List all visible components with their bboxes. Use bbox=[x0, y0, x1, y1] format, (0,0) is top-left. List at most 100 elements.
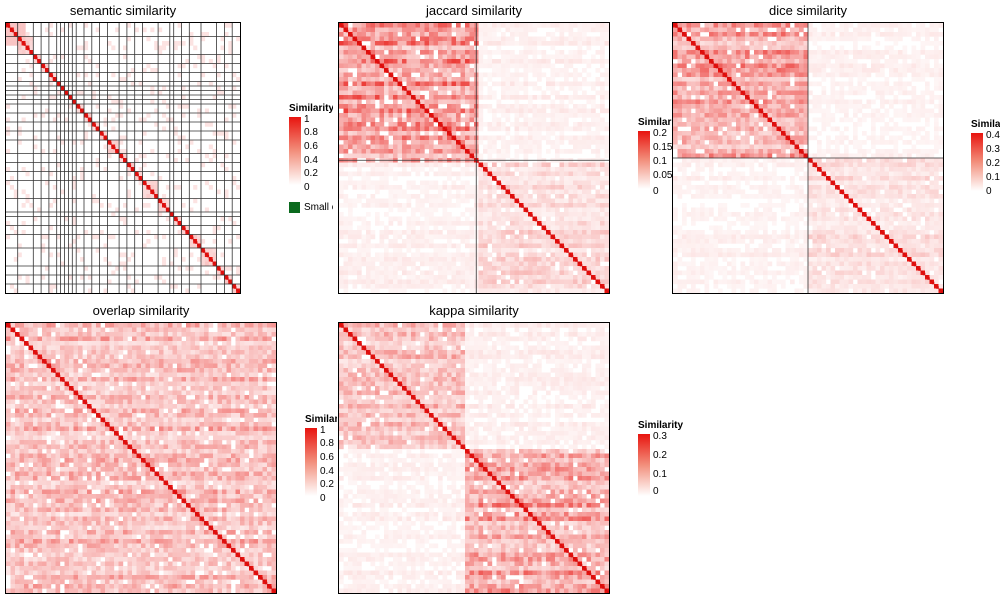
heatmap-cell bbox=[411, 243, 416, 249]
heatmap-cell bbox=[397, 50, 403, 55]
heatmap-cell bbox=[487, 122, 493, 127]
heatmap-cell bbox=[772, 86, 777, 91]
heatmap-cell bbox=[379, 261, 385, 267]
heatmap-cell bbox=[402, 23, 407, 28]
heatmap-cell bbox=[745, 50, 750, 55]
heatmap-cell bbox=[162, 86, 167, 91]
heatmap-cell bbox=[388, 207, 394, 213]
heatmap-diagonal-cell bbox=[43, 65, 46, 69]
heatmap-cell bbox=[224, 194, 229, 199]
heatmap-cell bbox=[848, 50, 854, 55]
heatmap-cell bbox=[433, 32, 439, 37]
heatmap-cell bbox=[600, 162, 605, 168]
heatmap-cell bbox=[25, 59, 30, 64]
heatmap-cell bbox=[478, 108, 484, 114]
heatmap-cell bbox=[384, 81, 389, 87]
heatmap-cell bbox=[465, 113, 470, 118]
heatmap-cell bbox=[220, 45, 225, 51]
heatmap-cell bbox=[505, 27, 511, 33]
heatmap-cell bbox=[339, 54, 344, 60]
heatmap-cell bbox=[758, 81, 764, 87]
heatmap-cell bbox=[84, 266, 89, 271]
heatmap-cell bbox=[375, 257, 380, 262]
heatmap-cell bbox=[469, 171, 475, 177]
heatmap-cell bbox=[528, 27, 533, 33]
heatmap-cell bbox=[483, 135, 488, 141]
heatmap-cell bbox=[528, 122, 533, 127]
heatmap-cell bbox=[591, 59, 596, 64]
heatmap-cell bbox=[718, 90, 723, 96]
legend-small-clusters-swatch bbox=[289, 202, 300, 213]
heatmap-cell bbox=[871, 86, 876, 91]
heatmap-cell bbox=[173, 252, 178, 258]
heatmap-cell bbox=[478, 234, 484, 240]
heatmap-cell bbox=[586, 216, 592, 222]
heatmap-cell bbox=[704, 27, 710, 33]
heatmap-cell bbox=[433, 257, 439, 262]
heatmap-cell bbox=[754, 27, 759, 33]
heatmap-cell bbox=[577, 54, 583, 60]
heatmap-cell bbox=[146, 239, 151, 244]
heatmap-cell bbox=[505, 167, 511, 172]
heatmap-cell bbox=[370, 126, 376, 132]
heatmap-cell bbox=[438, 90, 443, 96]
heatmap-cell bbox=[492, 32, 497, 37]
heatmap-cell bbox=[177, 185, 182, 190]
heatmap-cell bbox=[555, 90, 560, 96]
heatmap-cell bbox=[379, 275, 385, 280]
heatmap-cell bbox=[564, 104, 569, 109]
heatmap-cell bbox=[465, 54, 470, 60]
heatmap-cell bbox=[682, 104, 687, 109]
heatmap-cell bbox=[21, 68, 26, 73]
heatmap-cell bbox=[501, 162, 506, 168]
heatmap-cell bbox=[469, 279, 475, 285]
heatmap-cell bbox=[839, 63, 845, 69]
heatmap-cell bbox=[357, 104, 362, 109]
heatmap-diagonal-cell bbox=[404, 88, 407, 91]
heatmap-cell bbox=[826, 63, 831, 69]
heatmap-diagonal-cell bbox=[175, 218, 178, 222]
heatmap-cell bbox=[420, 95, 425, 100]
heatmap-cell bbox=[379, 230, 385, 235]
heatmap-cell bbox=[785, 99, 791, 105]
heatmap-cell bbox=[550, 41, 556, 46]
heatmap-cell bbox=[695, 54, 701, 60]
heatmap-cell bbox=[492, 27, 497, 33]
heatmap-cell bbox=[704, 104, 710, 109]
heatmap-cell bbox=[370, 50, 376, 55]
heatmap-cell bbox=[208, 122, 213, 127]
heatmap-cell bbox=[460, 99, 466, 105]
heatmap-cell bbox=[52, 95, 57, 100]
heatmap-diagonal-cell bbox=[21, 41, 24, 44]
heatmap-cell bbox=[889, 54, 894, 60]
heatmap-cell bbox=[718, 27, 723, 33]
heatmap-cell bbox=[600, 122, 605, 127]
heatmap-cell bbox=[541, 135, 547, 141]
heatmap-cell bbox=[573, 248, 578, 253]
heatmap-cell bbox=[220, 252, 225, 258]
heatmap-cell bbox=[21, 117, 26, 123]
heatmap-cell bbox=[456, 36, 461, 42]
heatmap-cell bbox=[402, 126, 407, 132]
heatmap-cell bbox=[68, 275, 73, 280]
heatmap-cell bbox=[591, 104, 596, 109]
heatmap-cell bbox=[555, 203, 560, 208]
heatmap-cell bbox=[682, 95, 687, 100]
heatmap-cell bbox=[56, 90, 61, 96]
heatmap-cell bbox=[361, 216, 367, 222]
heatmap-cell bbox=[348, 171, 353, 177]
heatmap-cell bbox=[162, 261, 167, 267]
heatmap-cell bbox=[523, 171, 529, 177]
heatmap-cell bbox=[582, 50, 587, 55]
heatmap-cell bbox=[201, 261, 206, 267]
heatmap-cell bbox=[406, 162, 412, 168]
heatmap-cell bbox=[433, 135, 439, 141]
heatmap-cell bbox=[749, 95, 755, 100]
heatmap-cell bbox=[704, 77, 710, 82]
heatmap-cell bbox=[366, 81, 371, 87]
heatmap-cell-layer bbox=[673, 23, 943, 293]
heatmap-cell bbox=[839, 32, 845, 37]
heatmap-cell bbox=[682, 81, 687, 87]
heatmap-cell bbox=[487, 239, 493, 244]
heatmap-cell bbox=[600, 270, 605, 276]
